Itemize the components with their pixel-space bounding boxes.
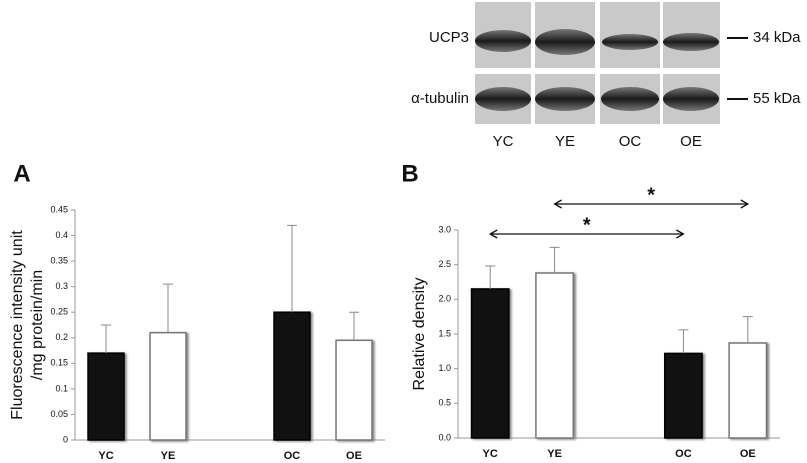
y-tick-label: 1.5 (438, 328, 451, 338)
y-tick-label: 0.4 (55, 230, 68, 240)
y-tick-label: 0.0 (438, 432, 451, 442)
bar (535, 272, 575, 439)
blot-lane-label: OC (619, 133, 642, 150)
error-bar (287, 224, 297, 313)
x-tick-label: YC (483, 448, 498, 460)
x-tick-label: OC (284, 450, 301, 462)
x-tick-label: OE (346, 450, 362, 462)
bar (273, 311, 311, 441)
y-tick-label: 0.35 (50, 255, 68, 265)
y-axis-label: Fluorescence intensity unit (9, 230, 26, 420)
blot-lane-label: YE (555, 133, 575, 150)
y-tick-label: 2.5 (438, 259, 451, 269)
y-tick-label: 0.3 (55, 281, 68, 291)
y-tick-label: 1.0 (438, 363, 451, 373)
significance-arrow (488, 229, 685, 239)
significance-label: * (583, 214, 591, 236)
bar (335, 339, 373, 441)
y-tick-label: 0.2 (55, 332, 68, 342)
bar (663, 352, 703, 439)
y-tick-label: 0 (63, 434, 68, 444)
panel-label: B (401, 160, 418, 187)
significance-label: * (647, 184, 655, 206)
error-bar (349, 311, 359, 341)
x-tick-label: YE (547, 448, 562, 460)
error-bar (678, 329, 689, 354)
bar (728, 342, 768, 439)
y-tick-label: 0.05 (50, 409, 68, 419)
blot-marker: 55 kDa (753, 90, 801, 107)
blot-row-label: α-tubulin (411, 90, 469, 107)
y-tick-label: 0.45 (50, 204, 68, 214)
x-tick-label: OC (675, 448, 692, 460)
error-bar (101, 324, 111, 354)
error-bar (163, 283, 173, 333)
blot-lane-label: OE (680, 133, 702, 150)
y-tick-label: 2.0 (438, 294, 451, 304)
blot-lane-label: YC (493, 133, 514, 150)
error-bar (549, 246, 560, 273)
y-tick-label: 0.25 (50, 307, 68, 317)
panel-label: A (13, 160, 30, 187)
y-axis-label: /mg protein/min (29, 270, 46, 380)
x-tick-label: YC (98, 450, 113, 462)
bar (470, 288, 510, 439)
blot: UCP3 α-tubulin 34 kDa 55 kDa YC YE OC OE (411, 2, 801, 150)
y-tick-label: 0.1 (55, 383, 68, 393)
y-axis-label: Relative density (411, 278, 428, 391)
bar (87, 352, 125, 441)
blot-image (475, 2, 748, 124)
error-bar (742, 316, 753, 344)
error-bar (485, 265, 496, 289)
x-tick-label: YE (161, 450, 176, 462)
blot-marker: 34 kDa (753, 29, 801, 46)
blot-row-label: UCP3 (429, 29, 469, 46)
significance-arrow (553, 199, 750, 209)
bar (149, 331, 187, 441)
y-tick-label: 0.5 (438, 398, 451, 408)
y-tick-label: 3.0 (438, 224, 451, 234)
x-tick-label: OE (740, 448, 756, 460)
y-tick-label: 0.15 (50, 358, 68, 368)
